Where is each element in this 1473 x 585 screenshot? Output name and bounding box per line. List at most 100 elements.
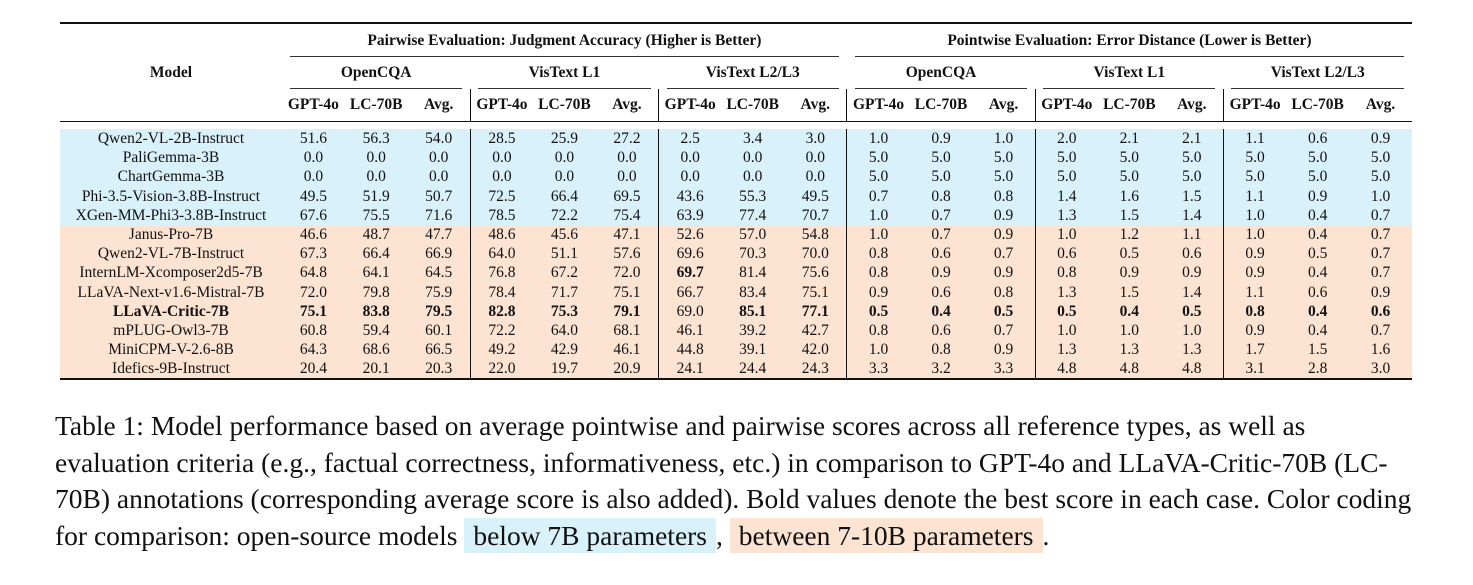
score-cell: 0.9 xyxy=(909,263,973,283)
score-cell: 0.4 xyxy=(1097,301,1161,321)
score-cell: 0.6 xyxy=(1160,244,1224,264)
score-cell: 75.6 xyxy=(784,263,848,283)
score-cell: 64.0 xyxy=(470,244,534,264)
score-cell: 52.6 xyxy=(658,224,722,245)
score-cell: 0.0 xyxy=(344,167,408,187)
score-cell: 70.0 xyxy=(784,244,848,264)
score-cell: 5.0 xyxy=(1349,167,1412,187)
score-cell: 0.9 xyxy=(1097,263,1161,283)
score-cell: 1.0 xyxy=(846,205,910,225)
table-row: Qwen2-VL-7B-Instruct 67.3 66.4 66.9 64.0 51.1… xyxy=(60,244,1412,264)
score-cell: 1.0 xyxy=(1035,224,1098,245)
score-cell: 0.8 xyxy=(909,340,973,360)
score-cell: 0.0 xyxy=(407,167,471,187)
dataset-header: VisText L1 xyxy=(1035,57,1223,89)
score-cell: 0.4 xyxy=(1286,320,1350,341)
score-cell: 75.5 xyxy=(344,205,408,225)
dataset-header: VisText L2/L3 xyxy=(659,57,847,89)
table-row: LLaVA-Next-v1.6-Mistral-7B 72.0 79.8 75.9 78… xyxy=(60,282,1412,302)
score-cell: 5.0 xyxy=(972,148,1036,168)
score-cell: 1.7 xyxy=(1223,340,1287,360)
results-table: Model Pairwise Evaluation: Judgment Accu… xyxy=(60,22,1412,380)
table-row: Qwen2-VL-2B-Instruct 51.6 56.3 54.0 28.5 25.9… xyxy=(60,129,1412,149)
model-name: LLaVA-Next-v1.6-Mistral-7B xyxy=(60,282,282,302)
score-cell: 0.6 xyxy=(909,282,973,302)
score-cell: 49.2 xyxy=(470,340,534,360)
judge-header: GPT-4o xyxy=(287,96,339,113)
table-row: MiniCPM-V-2.6-8B 64.3 68.6 66.5 49.2 42.9 46.1… xyxy=(60,340,1412,360)
score-cell: 1.0 xyxy=(1097,320,1161,341)
judge-header: LC-70B xyxy=(914,96,968,113)
score-cell: 3.0 xyxy=(1349,359,1412,380)
model-name: Idefics-9B-Instruct xyxy=(60,359,282,380)
score-cell: 0.6 xyxy=(909,244,973,264)
score-cell: 1.3 xyxy=(1035,205,1098,225)
score-cell: 66.4 xyxy=(344,244,408,264)
score-cell: 0.9 xyxy=(972,263,1036,283)
score-cell: 2.1 xyxy=(1160,129,1224,149)
caption-text: Table 1: Model performance based on aver… xyxy=(55,410,1412,551)
table-row: mPLUG-Owl3-7B 60.8 59.4 60.1 72.2 64.0 68.1 46.… xyxy=(60,320,1412,341)
score-cell: 0.8 xyxy=(1035,263,1098,283)
score-cell: 69.7 xyxy=(658,263,722,283)
score-cell: 5.0 xyxy=(1223,148,1287,168)
score-cell: 70.7 xyxy=(784,205,848,225)
model-name: Janus-Pro-7B xyxy=(60,224,282,245)
score-cell: 49.5 xyxy=(784,186,848,206)
score-cell: 0.7 xyxy=(972,244,1036,264)
score-cell: 42.9 xyxy=(533,340,596,360)
pairwise-group-header: Pairwise Evaluation: Judgment Accuracy (… xyxy=(282,23,847,57)
score-cell: 64.1 xyxy=(344,263,408,283)
score-cell: 3.3 xyxy=(972,359,1036,380)
table-row: Janus-Pro-7B 46.6 48.7 47.7 48.6 45.6 47.1 52.6… xyxy=(60,224,1412,245)
score-cell: 0.8 xyxy=(1223,301,1287,321)
score-cell: 55.3 xyxy=(721,186,785,206)
score-cell: 77.1 xyxy=(784,301,848,321)
score-cell: 0.0 xyxy=(470,167,534,187)
score-cell: 69.5 xyxy=(595,186,660,206)
model-name: mPLUG-Owl3-7B xyxy=(60,320,282,341)
score-cell: 54.0 xyxy=(407,129,471,149)
score-cell: 0.6 xyxy=(1286,282,1350,302)
score-cell: 0.8 xyxy=(846,263,910,283)
score-cell: 85.1 xyxy=(721,301,785,321)
judge-header: LC-70B xyxy=(349,96,403,113)
score-cell: 1.1 xyxy=(1223,282,1287,302)
score-cell: 4.8 xyxy=(1160,359,1224,380)
score-cell: 76.8 xyxy=(470,263,534,283)
score-cell: 77.4 xyxy=(721,205,785,225)
score-cell: 69.0 xyxy=(658,301,722,321)
score-cell: 5.0 xyxy=(1349,148,1412,168)
table-row: LLaVA-Critic-7B 75.1 83.8 79.5 82.8 75.3 79.1 6… xyxy=(60,301,1412,321)
score-cell: 64.0 xyxy=(533,320,596,341)
score-cell: 2.1 xyxy=(1097,129,1161,149)
score-cell: 83.4 xyxy=(721,282,785,302)
score-cell: 24.3 xyxy=(784,359,848,380)
score-cell: 0.6 xyxy=(1349,301,1412,321)
score-cell: 5.0 xyxy=(1223,167,1287,187)
judge-header: LC-70B xyxy=(726,96,780,113)
score-cell: 1.1 xyxy=(1160,224,1224,245)
judge-header: GPT-4o xyxy=(664,96,716,113)
judge-header: LC-70B xyxy=(1103,96,1156,113)
score-cell: 0.0 xyxy=(784,148,848,168)
model-name: LLaVA-Critic-7B xyxy=(60,301,282,321)
score-cell: 0.6 xyxy=(1035,244,1098,264)
score-cell: 0.0 xyxy=(721,167,785,187)
score-cell: 47.7 xyxy=(407,224,471,245)
score-cell: 5.0 xyxy=(1097,148,1161,168)
score-cell: 0.0 xyxy=(658,148,722,168)
score-cell: 5.0 xyxy=(1035,167,1098,187)
score-cell: 75.3 xyxy=(533,301,596,321)
score-cell: 28.5 xyxy=(470,129,534,149)
score-cell: 5.0 xyxy=(972,167,1036,187)
score-cell: 47.1 xyxy=(595,224,660,245)
score-cell: 63.9 xyxy=(658,205,722,225)
score-cell: 2.8 xyxy=(1286,359,1350,380)
score-cell: 4.8 xyxy=(1035,359,1098,380)
score-cell: 0.7 xyxy=(972,320,1036,341)
score-cell: 83.8 xyxy=(344,301,408,321)
score-cell: 54.8 xyxy=(784,224,848,245)
score-cell: 72.0 xyxy=(595,263,660,283)
score-cell: 0.7 xyxy=(1349,320,1412,341)
